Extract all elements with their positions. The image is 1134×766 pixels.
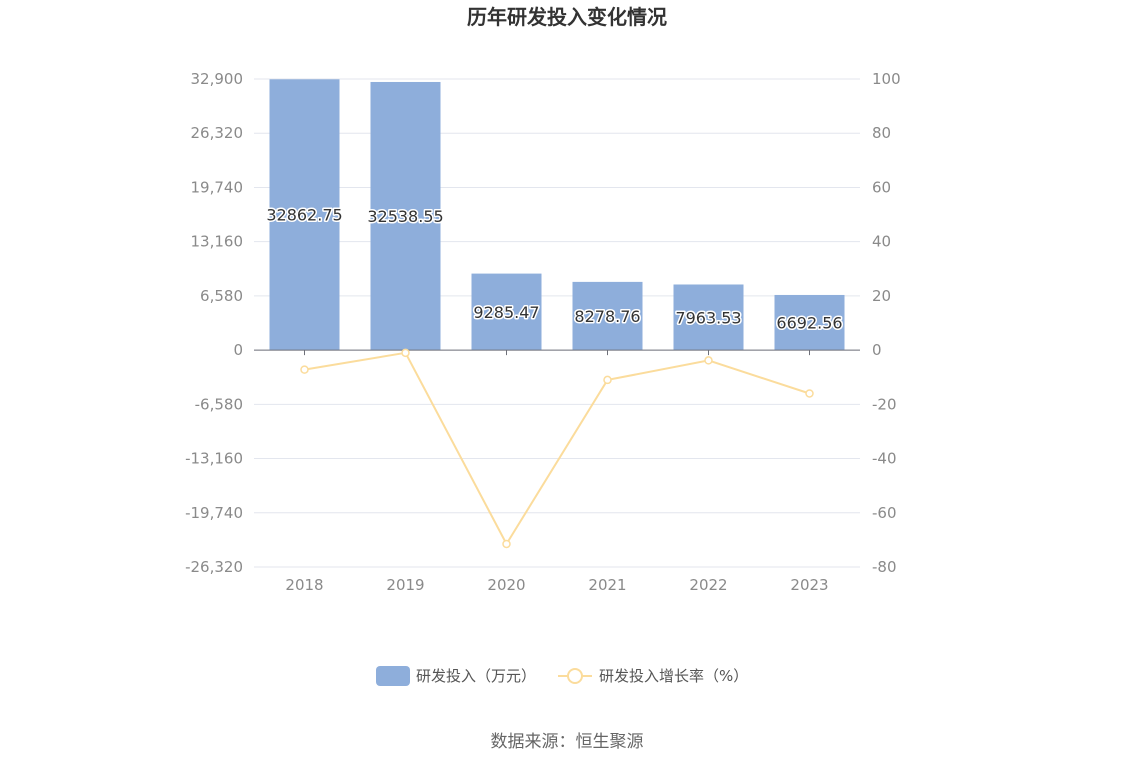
bar[interactable] xyxy=(673,284,744,351)
x-tick-label: 2020 xyxy=(487,576,525,594)
y-left-tick-label: -13,160 xyxy=(185,450,243,468)
grid-lines xyxy=(254,78,860,568)
line-point[interactable] xyxy=(300,365,309,374)
y-right-tick-label: 20 xyxy=(872,287,891,305)
bar-data-labels: 32862.75 32538.55 9285.47 8278.76 7963.53 669… xyxy=(265,204,844,334)
bar-data-label: 8278.76 xyxy=(574,307,640,326)
line-point[interactable] xyxy=(805,389,814,398)
growth-rate-series xyxy=(300,348,814,549)
y-right-tick-label: 0 xyxy=(872,341,882,359)
legend-bar-label[interactable]: 研发投入（万元） xyxy=(416,667,536,685)
chart-title: 历年研发投入变化情况 xyxy=(467,5,667,29)
y-left-tick-label: -19,740 xyxy=(185,504,243,522)
y-right-tick-label: -80 xyxy=(872,558,897,576)
bar[interactable] xyxy=(370,81,441,351)
y-left-tick-label: -26,320 xyxy=(185,558,243,576)
legend-line-marker[interactable] xyxy=(567,668,583,684)
x-tick-label: 2022 xyxy=(689,576,727,594)
bar-series xyxy=(269,79,845,351)
line-point[interactable] xyxy=(704,356,713,365)
x-tick-label: 2021 xyxy=(588,576,626,594)
y-right-tick-label: -40 xyxy=(872,450,897,468)
y-left-tick-label: 19,740 xyxy=(191,178,244,196)
line-point[interactable] xyxy=(603,375,612,385)
bar[interactable] xyxy=(774,294,845,351)
y-left-tick-label: 32,900 xyxy=(191,70,244,88)
growth-rate-line xyxy=(304,351,810,546)
y-left-tick-label: 13,160 xyxy=(191,233,244,251)
legend: 研发投入（万元） 研发投入增长率（%） xyxy=(376,666,748,686)
x-tick-label: 2019 xyxy=(386,576,424,594)
line-point[interactable] xyxy=(502,539,511,549)
y-left-tick-label: 0 xyxy=(233,341,243,359)
y-right-tick-label: -60 xyxy=(872,504,897,522)
bar[interactable] xyxy=(572,281,643,351)
bar-data-label: 32862.75 xyxy=(266,206,342,225)
y-right-tick-label: -20 xyxy=(872,395,897,413)
y-right-tick-label: 40 xyxy=(872,233,891,251)
bar-data-label: 32538.55 xyxy=(367,207,443,226)
line-point[interactable] xyxy=(401,348,410,358)
axes: 32,900 100 26,320 80 19,740 60 13,160 40 6,580 20… xyxy=(185,70,901,594)
x-tick-label: 2023 xyxy=(790,576,828,594)
legend-bar-swatch[interactable] xyxy=(376,666,410,686)
y-right-tick-label: 100 xyxy=(872,70,901,88)
y-left-tick-label: 26,320 xyxy=(191,124,244,142)
y-left-tick-label: -6,580 xyxy=(195,395,243,413)
bar-data-label: 9285.47 xyxy=(473,303,539,322)
bar-data-label: 6692.56 xyxy=(776,314,842,333)
legend-line-label[interactable]: 研发投入增长率（%） xyxy=(599,667,748,685)
bar[interactable] xyxy=(471,273,542,351)
y-right-tick-label: 80 xyxy=(872,124,891,142)
data-source: 数据来源：恒生聚源 xyxy=(491,732,644,752)
bar[interactable] xyxy=(269,79,340,351)
bar-data-label: 7963.53 xyxy=(675,308,741,327)
y-right-tick-label: 60 xyxy=(872,178,891,196)
y-left-tick-label: 6,580 xyxy=(200,287,243,305)
x-tick-label: 2018 xyxy=(285,576,323,594)
